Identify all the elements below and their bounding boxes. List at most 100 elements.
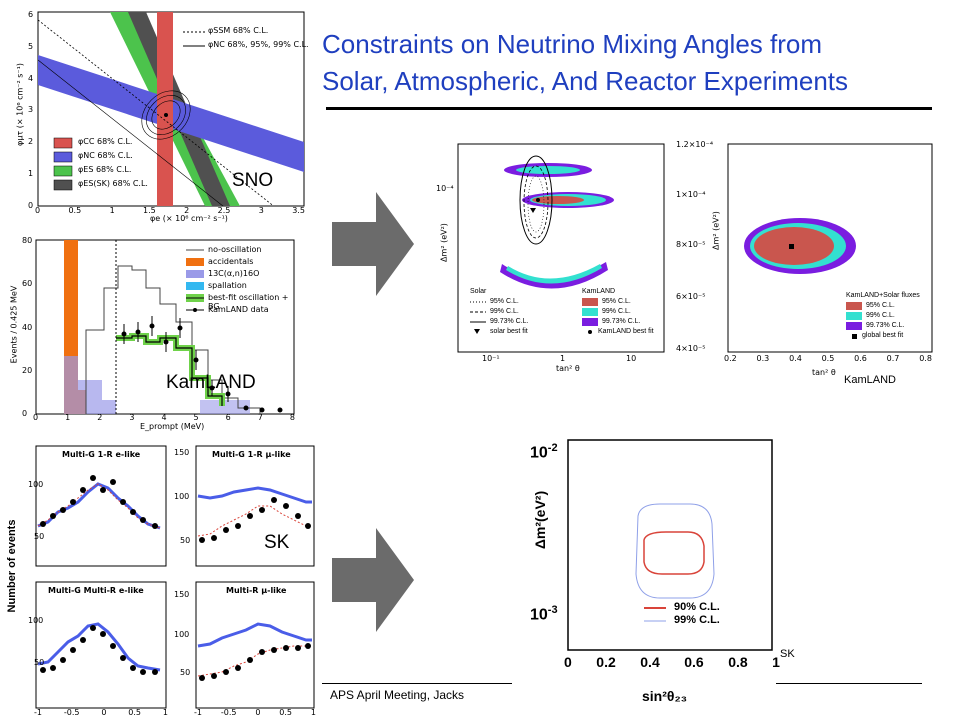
arrow-right-icon bbox=[332, 528, 414, 632]
title-line-1: Constraints on Neutrino Mixing Angles fr… bbox=[322, 29, 823, 59]
ks-legend-9973: 99.73% C.L. bbox=[866, 322, 905, 329]
kamland-solar-plot bbox=[727, 143, 933, 353]
sno-ytick: 6 bbox=[28, 10, 34, 19]
sk-xtick: 0.5 bbox=[279, 708, 292, 717]
sk-ytick: 150 bbox=[174, 448, 190, 457]
ks-panel-label: KamLAND bbox=[844, 374, 896, 386]
sk-ytick: 50 bbox=[34, 658, 45, 667]
ks-xticks: 0.2 0.3 0.4 0.5 0.6 0.7 0.8 bbox=[724, 354, 932, 363]
sk-ytick: 50 bbox=[34, 532, 45, 541]
sk-contour-xlabel: sin²θ₂₃ bbox=[642, 688, 688, 704]
sk-contour-xticks: 0 0.2 0.4 0.6 0.8 1 bbox=[564, 654, 780, 670]
sk-ytick-bot-base: 10 bbox=[530, 606, 548, 624]
sk-xtick: -0.5 bbox=[63, 708, 80, 717]
kam-xlabel: E_prompt (MeV) bbox=[140, 422, 205, 431]
kam-legend-best: KamLAND best fit bbox=[598, 328, 654, 335]
sk-contour-xtick: 0.4 bbox=[640, 654, 660, 670]
solar-legend-99: 99% C.L. bbox=[490, 308, 519, 315]
solar-kamland-panel: Solar 95% C.L. 99% C.L. 99.73% C.L. sola… bbox=[430, 138, 670, 374]
kam-xtick: 3 bbox=[129, 413, 135, 422]
kam-xtick: 1 bbox=[65, 413, 71, 422]
sk-xtick: 1 bbox=[310, 708, 316, 717]
sno-label: SNO bbox=[232, 170, 274, 191]
footer-text: APS April Meeting, Jacks bbox=[330, 688, 465, 702]
sno-ytick: 5 bbox=[28, 41, 34, 51]
sno-ytick: 2 bbox=[28, 137, 34, 147]
kam-legend-noosc: no-oscillation bbox=[208, 245, 262, 254]
footer-rule-left bbox=[322, 683, 512, 684]
kam-ytick: 60 bbox=[22, 279, 33, 289]
sno-xtick: 2 bbox=[184, 206, 190, 215]
sno-ytick: 3 bbox=[28, 105, 34, 115]
solar-xtick: 10⁻¹ bbox=[482, 354, 500, 363]
title-line-2: Solar, Atmospheric, And Reactor Experime… bbox=[322, 66, 849, 96]
solar-legend-95: 95% C.L. bbox=[490, 298, 519, 305]
kam-legend-95: 95% C.L. bbox=[602, 298, 631, 305]
kam-ylabel: Events / 0.425 MeV bbox=[9, 285, 19, 364]
kam-ytick: 0 bbox=[22, 409, 28, 418]
sk-xticks-left: -1 -0.5 0 0.5 1 bbox=[34, 708, 168, 717]
solar-legend-title: Solar bbox=[470, 288, 487, 295]
sk-title-bl: Multi-G Multi-R e-like bbox=[48, 586, 144, 595]
kam-legend-data: KamLAND data bbox=[208, 305, 269, 314]
sno-xtick: 2.5 bbox=[217, 206, 231, 215]
solar-legend-best: solar best fit bbox=[490, 328, 528, 335]
sk-ytick-top-exp: -2 bbox=[547, 442, 558, 454]
kam-xtick: 0 bbox=[33, 413, 39, 422]
sk-ytick: 50 bbox=[180, 536, 191, 545]
sno-ytick: 0 bbox=[28, 200, 34, 210]
sk-ytick-top: 10-2 bbox=[530, 442, 558, 462]
sk-xtick: -1 bbox=[34, 708, 42, 717]
ks-legend-title: KamLAND+Solar fluxes bbox=[846, 292, 920, 299]
sno-xtick: 0 bbox=[35, 206, 41, 215]
ks-ytick: 6×10⁻⁵ bbox=[676, 292, 706, 301]
sk-panels: Multi-G 1-R e-like Multi-G 1-R μ-like Mu… bbox=[0, 440, 320, 720]
kam-legend-13c: 13C(α,n)16O bbox=[208, 269, 260, 278]
sk-xtick: 1 bbox=[162, 708, 168, 717]
kam-yticks: 0 20 40 60 80 bbox=[22, 236, 32, 418]
sno-xticks: 0 0.5 1 1.5 2 2.5 3 3.5 bbox=[35, 206, 305, 215]
kamland-solar-panel: KamLAND+Solar fluxes 95% C.L. 99% C.L. 9… bbox=[676, 130, 938, 390]
sk-ytick-top-base: 10 bbox=[530, 444, 548, 462]
sno-legend-nc: φNC 68% C.L. bbox=[78, 151, 133, 160]
ks-xlabel: tan² θ bbox=[812, 368, 836, 377]
ks-xtick: 0.2 bbox=[724, 354, 737, 363]
sno-legend-ssm: φSSM 68% C.L. bbox=[208, 26, 269, 35]
ks-xtick: 0.6 bbox=[854, 354, 867, 363]
sk-contour-label: SK bbox=[780, 648, 795, 660]
sk-xtick: 0 bbox=[255, 708, 261, 717]
sk-ytick: 100 bbox=[174, 492, 190, 501]
arrow-right-icon bbox=[332, 192, 414, 296]
sk-title-tr: Multi-G 1-R μ-like bbox=[212, 450, 291, 459]
sno-ytick: 1 bbox=[28, 169, 34, 179]
sno-xtick: 1 bbox=[109, 206, 115, 215]
kam-legend-9973: 99.73% C.L. bbox=[602, 318, 641, 325]
ks-xtick: 0.4 bbox=[789, 354, 802, 363]
ks-ylabel: Δm² (eV²) bbox=[711, 211, 721, 250]
kam-xtick: 6 bbox=[225, 413, 231, 422]
solar-xtick: 10 bbox=[626, 354, 637, 363]
sno-xtick: 1.5 bbox=[143, 206, 156, 215]
kam-xtick: 8 bbox=[289, 413, 295, 422]
sno-legend-es: φES 68% C.L. bbox=[78, 165, 132, 174]
sk-ytick-bot: 10-3 bbox=[530, 604, 558, 624]
kamland-label: KamLAND bbox=[166, 372, 256, 393]
sk-label: SK bbox=[264, 532, 290, 553]
solar-ytick: 10⁻⁴ bbox=[436, 184, 454, 193]
kam-ytick: 40 bbox=[22, 322, 33, 332]
sno-xtick: 0.5 bbox=[68, 206, 82, 215]
sk-contour-xtick: 0.8 bbox=[728, 654, 748, 670]
kam-legend-title: KamLAND bbox=[582, 288, 616, 295]
sk-xtick: -1 bbox=[194, 708, 202, 717]
sk-ytick: 50 bbox=[180, 668, 191, 677]
sk-xtick: 0 bbox=[101, 708, 107, 717]
sk-legend-99: 99% C.L. bbox=[674, 614, 720, 626]
sno-xlabel: φe (× 10⁶ cm⁻² s⁻¹) bbox=[150, 214, 228, 223]
sk-contour-xtick: 0 bbox=[564, 654, 572, 670]
sk-contour-plot bbox=[567, 439, 773, 651]
sk-ytick: 100 bbox=[174, 630, 190, 639]
kam-legend-spallation: spallation bbox=[208, 281, 247, 290]
kam-xtick: 2 bbox=[97, 413, 103, 422]
sk-title-br: Multi-R μ-like bbox=[226, 586, 287, 595]
sk-legend-90: 90% C.L. bbox=[674, 601, 720, 613]
